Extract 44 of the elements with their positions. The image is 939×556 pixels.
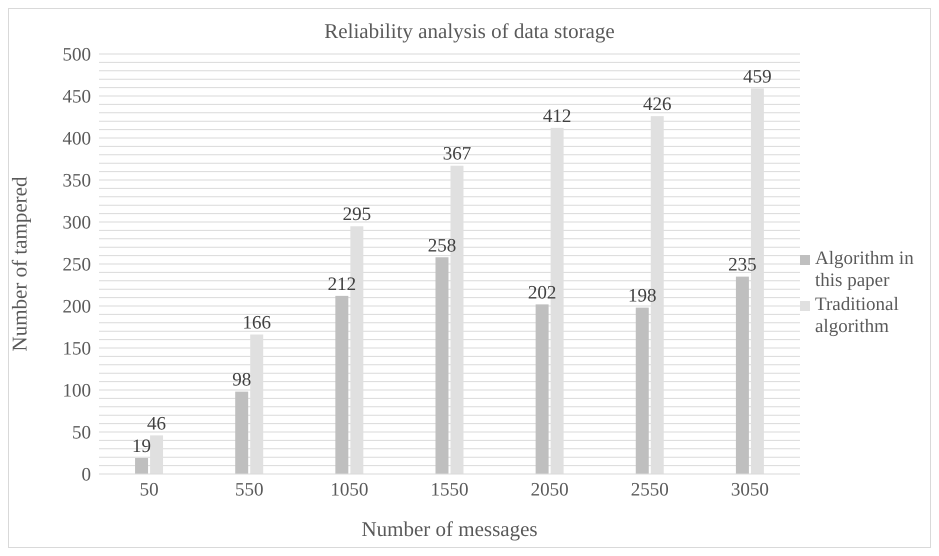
x-tick-label: 2050 [530, 479, 569, 500]
y-tick-label: 350 [62, 170, 91, 192]
x-tick-label: 3050 [730, 479, 769, 500]
bar [135, 458, 148, 474]
chart-title: Reliability analysis of data storage [323, 19, 616, 44]
bar [435, 257, 448, 474]
x-axis-title: Number of messages [361, 517, 538, 541]
bar [235, 392, 248, 474]
y-tick-label: 50 [72, 422, 91, 444]
y-axis-title: Number of tampered [7, 176, 32, 352]
data-label: 412 [542, 106, 572, 127]
bar [536, 304, 549, 474]
bar [736, 276, 749, 474]
data-label: 98 [232, 370, 252, 391]
data-label: 258 [428, 235, 456, 256]
y-tick-label: 150 [62, 338, 91, 360]
bar [335, 296, 348, 474]
data-label: 295 [342, 204, 372, 226]
y-tick-label: 0 [82, 464, 91, 486]
x-tick-label: 2550 [630, 479, 669, 500]
data-label: 166 [242, 312, 271, 334]
y-tick-label: 250 [62, 254, 91, 276]
data-label: 235 [728, 254, 757, 276]
data-label: 426 [643, 94, 672, 116]
x-tick-label: 1050 [330, 479, 368, 500]
x-tick-label: 550 [234, 479, 264, 500]
legend-label: Traditional algorithm [815, 294, 900, 338]
data-label: 202 [528, 282, 556, 304]
legend-label: Algorithm in this paper [815, 248, 915, 292]
y-tick-label: 500 [62, 44, 91, 66]
data-label: 198 [628, 286, 657, 307]
data-label: 212 [328, 274, 356, 295]
y-tick-label: 200 [62, 296, 91, 318]
data-label: 19 [132, 436, 152, 458]
y-tick-label: 450 [62, 86, 91, 108]
y-tick-label: 300 [62, 212, 91, 234]
x-tick-label: 50 [140, 479, 159, 500]
data-label: 367 [442, 144, 472, 165]
data-label: 459 [743, 66, 772, 88]
x-tick-label: 1550 [430, 479, 468, 500]
y-tick-label: 100 [62, 380, 91, 402]
bar [636, 308, 649, 474]
y-tick-label: 400 [62, 128, 91, 150]
data-label: 46 [147, 413, 166, 434]
